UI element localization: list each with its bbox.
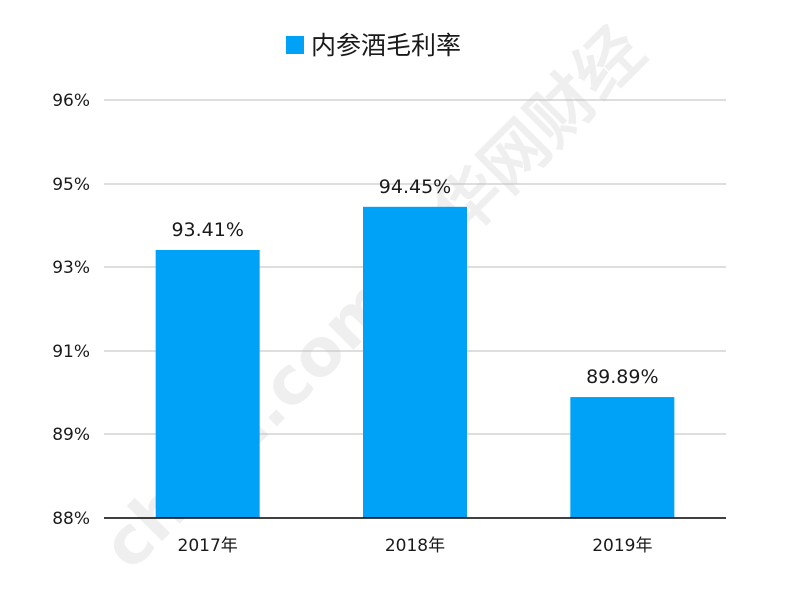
x-tick-label: 2017年: [178, 536, 238, 556]
x-axis-labels: 2017年 2018年 2019年: [178, 536, 653, 556]
y-tick-label: 93%: [52, 258, 90, 278]
y-tick-label: 91%: [52, 342, 90, 362]
bar: [155, 249, 260, 519]
data-label: 94.45%: [379, 176, 451, 198]
x-tick-label: 2019年: [592, 536, 652, 556]
y-tick-label: 89%: [52, 425, 90, 445]
data-label: 89.89%: [586, 366, 658, 388]
legend: 内参酒毛利率: [286, 31, 461, 60]
data-label: 93.41%: [171, 219, 243, 241]
y-tick-label: 95%: [52, 175, 90, 195]
y-tick-label: 96%: [52, 91, 90, 111]
legend-swatch: [286, 36, 304, 54]
data-labels: 93.41% 94.45% 89.89%: [171, 176, 658, 388]
legend-label: 内参酒毛利率: [311, 31, 461, 60]
x-tick-label: 2018年: [385, 536, 445, 556]
y-tick-label: 88%: [52, 509, 90, 529]
bars: [155, 206, 675, 519]
bar: [570, 397, 675, 518]
bar: [363, 206, 467, 518]
y-axis-ticks: 96% 95% 93% 91% 89% 88%: [52, 91, 90, 529]
